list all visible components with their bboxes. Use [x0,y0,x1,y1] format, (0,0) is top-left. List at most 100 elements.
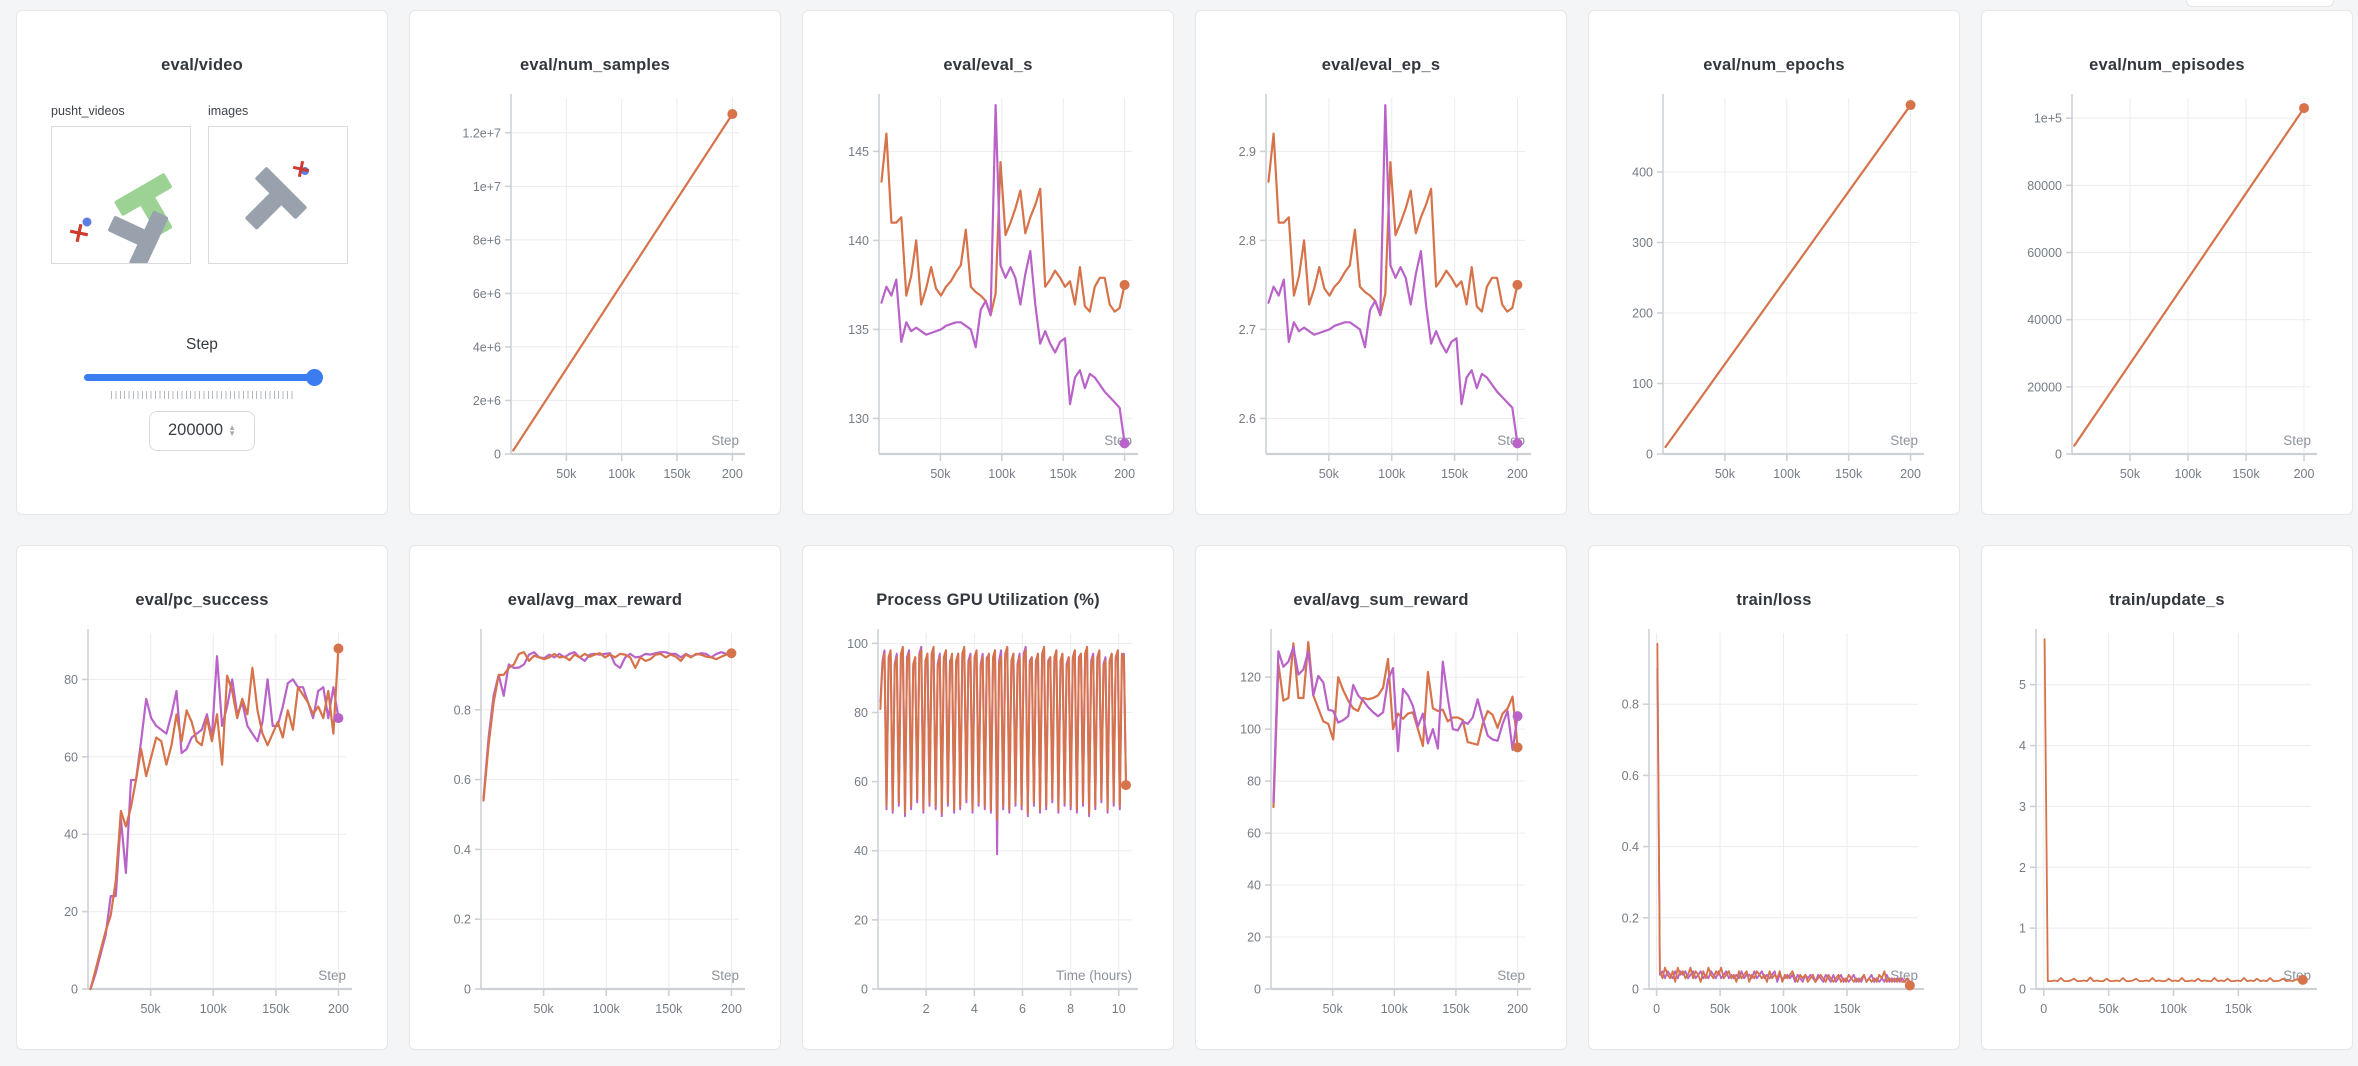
media-label: pusht_videos [51,103,125,118]
images-thumbnail[interactable] [208,125,348,264]
svg-text:Step: Step [1497,968,1525,983]
svg-text:50k: 50k [534,1002,555,1016]
chart-eval-pc-success[interactable]: 0 20 40 60 80 50k 100k 150k 200 Step [32,625,372,1035]
svg-text:0.4: 0.4 [1622,840,1639,854]
svg-text:2.9: 2.9 [1239,144,1256,158]
svg-text:80: 80 [1247,774,1261,788]
chart-eval-num-episodes[interactable]: 0 20000 40000 60000 80000 1e+5 50k 100k 150k 200 S… [1997,90,2337,500]
chart-eval-avg-max-reward[interactable]: 0 0.2 0.4 0.6 0.8 50k 100k 150k 200 Step [425,625,765,1035]
svg-text:150k: 150k [663,467,691,481]
svg-text:3: 3 [2019,799,2026,813]
svg-text:80000: 80000 [2027,178,2062,192]
panel-title: eval/avg_max_reward [507,591,683,609]
svg-text:150k: 150k [655,1002,683,1016]
svg-text:Time (hours): Time (hours) [1056,968,1132,983]
svg-text:1: 1 [2019,921,2026,935]
panel-title: eval/num_epochs [1703,56,1845,74]
svg-text:60: 60 [1247,826,1261,840]
svg-text:6e+6: 6e+6 [473,286,501,300]
panel-eval-avg-sum-reward: eval/avg_sum_reward 0 20 40 60 80 100 120 50k 10… [1195,545,1567,1050]
svg-text:2e+6: 2e+6 [473,393,501,407]
images-frame [245,160,310,229]
svg-text:200: 200 [721,1002,742,1016]
svg-text:50k: 50k [1715,467,1736,481]
svg-text:200: 200 [1632,306,1653,320]
panel-title: train/update_s [2109,591,2225,609]
svg-text:0: 0 [464,982,471,996]
svg-text:0.6: 0.6 [1622,768,1639,782]
svg-text:Step: Step [1890,433,1918,448]
svg-text:200: 200 [328,1002,349,1016]
svg-text:80: 80 [854,705,868,719]
chart-eval-num-samples[interactable]: 0 2e+6 4e+6 6e+6 8e+6 1e+7 1.2e+7 50k 100k 150k 20… [425,90,765,500]
step-slider-handle[interactable] [306,368,323,386]
panel-eval-video: eval/video pusht_videos [16,10,388,515]
svg-text:40: 40 [1247,878,1261,892]
svg-text:0: 0 [1653,1002,1660,1016]
panel-eval-eval-ep-s: eval/eval_ep_s 2.6 2.7 2.8 2.9 50k 100k 150k 20… [1195,10,1567,515]
svg-text:20000: 20000 [2027,380,2062,394]
svg-text:0: 0 [494,447,501,461]
svg-text:135: 135 [848,322,869,336]
step-input[interactable]: 200000 ▲ ▼ [149,410,255,451]
svg-text:0: 0 [1632,982,1639,996]
svg-text:150k: 150k [1835,467,1863,481]
svg-text:150k: 150k [2225,1002,2253,1016]
chart-gpu-utilization[interactable]: 0 20 40 60 80 100 2 4 6 8 10 Time (hours) [818,625,1158,1035]
svg-text:50k: 50k [1323,1002,1344,1016]
svg-text:150k: 150k [2232,467,2260,481]
panel-title: train/loss [1736,591,1812,609]
svg-text:40000: 40000 [2027,313,2062,327]
svg-text:300: 300 [1632,236,1653,250]
pusht-video-thumbnail[interactable] [51,125,191,269]
svg-text:200: 200 [1114,467,1135,481]
svg-text:50k: 50k [556,467,577,481]
panel-eval-pc-success: eval/pc_success 0 20 40 60 80 50k 100k 150k 200 S… [16,545,388,1050]
chart-eval-num-epochs[interactable]: 0 100 200 300 400 50k 100k 150k 200 Step [1604,90,1944,500]
step-stepper-icon[interactable]: ▲ ▼ [228,422,236,438]
svg-text:200: 200 [2294,467,2315,481]
svg-text:6: 6 [1019,1002,1026,1016]
svg-text:100: 100 [1240,722,1261,736]
svg-text:0: 0 [71,982,78,996]
svg-text:2: 2 [2019,860,2026,874]
svg-text:60000: 60000 [2027,245,2062,259]
svg-text:5: 5 [2019,678,2026,692]
svg-text:0: 0 [861,982,868,996]
svg-text:50k: 50k [2120,467,2141,481]
svg-text:1.2e+7: 1.2e+7 [462,126,501,140]
step-slider[interactable] [84,368,323,386]
panel-title: Process GPU Utilization (%) [876,591,1100,609]
panel-title: eval/eval_ep_s [1321,56,1441,74]
panel-eval-num-samples: eval/num_samples 0 2e+6 4e+6 6e+6 8e+6 1e+7 1.… [409,10,781,515]
svg-text:130: 130 [848,411,869,425]
svg-text:50k: 50k [930,467,951,481]
panel-eval-eval-s: eval/eval_s 130 135 140 145 50k 100k 150k 200 St… [802,10,1174,515]
svg-text:60: 60 [854,775,868,789]
panel-train-update-s: train/update_s 0 1 2 3 4 5 0 50k 100k 150k Step [1981,545,2353,1050]
media-label: images [208,103,249,118]
svg-text:100k: 100k [988,467,1016,481]
svg-text:60: 60 [64,750,78,764]
svg-text:80: 80 [64,672,78,686]
chart-eval-avg-sum-reward[interactable]: 0 20 40 60 80 100 120 50k 100k 150k 200 Step [1211,625,1551,1035]
pusht-video-frame [69,172,173,269]
svg-text:8e+6: 8e+6 [473,233,501,247]
panel-title: eval/num_episodes [2089,56,2245,74]
panel-title: eval/avg_sum_reward [1293,591,1469,609]
svg-text:100: 100 [847,636,868,650]
step-slider-track[interactable] [84,373,320,381]
svg-text:100k: 100k [200,1002,228,1016]
svg-text:150k: 150k [262,1002,290,1016]
svg-text:8: 8 [1067,1002,1074,1016]
svg-text:2: 2 [923,1002,930,1016]
step-slider-ticks [111,390,293,399]
step-input-value: 200000 [168,421,224,439]
step-slider-label: Step [186,335,218,353]
svg-text:120: 120 [1240,670,1261,684]
